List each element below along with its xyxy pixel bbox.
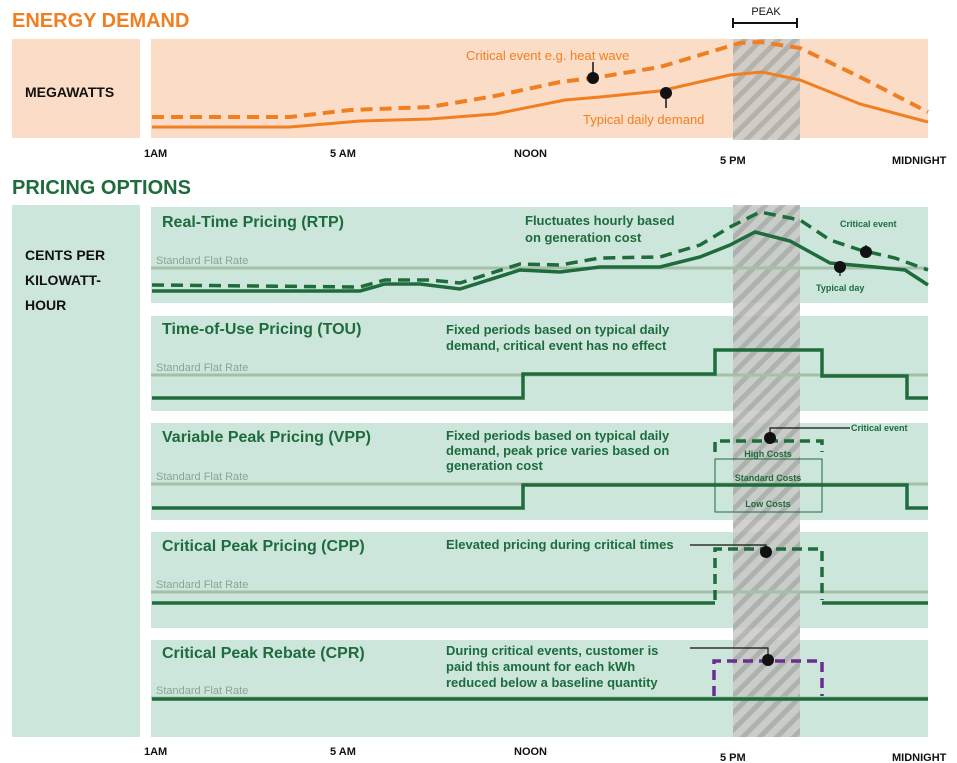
- note: Typical day: [816, 283, 864, 293]
- panel-description: Fixed periods based on typical daily: [446, 428, 670, 443]
- annotation: Critical event e.g. heat wave: [466, 48, 629, 63]
- time-label: NOON: [514, 746, 547, 758]
- panel-description: During critical events, customer is: [446, 643, 658, 658]
- panel-description: reduced below a baseline quantity: [446, 675, 658, 690]
- note: Critical event: [840, 219, 897, 229]
- note: High Costs: [744, 449, 792, 459]
- panel-title: Critical Peak Rebate (CPR): [162, 645, 365, 662]
- critical-curve: [152, 39, 929, 119]
- panel-description: on generation cost: [525, 230, 642, 245]
- flat-rate-label: Standard Flat Rate: [156, 579, 248, 591]
- time-label: 1AM: [144, 746, 167, 758]
- panel-title: Time-of-Use Pricing (TOU): [162, 321, 361, 338]
- time-label: NOON: [514, 148, 547, 160]
- axis-label: HOUR: [25, 297, 66, 313]
- axis-label: CENTS PER: [25, 247, 105, 263]
- note: Low Costs: [745, 499, 791, 509]
- panel-description: Fluctuates hourly based: [525, 213, 675, 228]
- axis-box: [12, 205, 140, 737]
- flat-rate-label: Standard Flat Rate: [156, 685, 248, 697]
- note: Critical event: [851, 423, 908, 433]
- marker: [587, 72, 599, 84]
- time-label: MIDNIGHT: [892, 752, 947, 763]
- panel-description: demand, critical event has no effect: [446, 338, 667, 353]
- note: Standard Costs: [735, 473, 802, 483]
- peak-band: [733, 39, 800, 140]
- time-label: 5 AM: [330, 746, 356, 758]
- panel-title: Real-Time Pricing (RTP): [162, 214, 344, 231]
- time-label: 5 PM: [720, 155, 746, 167]
- time-label: 5 AM: [330, 148, 356, 160]
- time-label: 5 PM: [720, 752, 746, 763]
- marker: [660, 87, 672, 99]
- axis-box: [12, 39, 140, 138]
- annotation: Typical daily demand: [583, 112, 704, 127]
- time-label: MIDNIGHT: [892, 155, 947, 167]
- section-title: ENERGY DEMAND: [12, 10, 189, 32]
- peak-label: PEAK: [751, 6, 781, 18]
- panel-description: generation cost: [446, 458, 543, 473]
- panel-title: Critical Peak Pricing (CPP): [162, 538, 365, 555]
- panel-description: paid this amount for each kWh: [446, 659, 635, 674]
- axis-label: MEGAWATTS: [25, 84, 114, 100]
- time-label: 1AM: [144, 148, 167, 160]
- panel-title: Variable Peak Pricing (VPP): [162, 429, 371, 446]
- peak-bracket: [732, 18, 798, 28]
- panel-description: demand, peak price varies based on: [446, 443, 669, 458]
- flat-rate-label: Standard Flat Rate: [156, 255, 248, 267]
- axis-label: KILOWATT-: [25, 272, 101, 288]
- typical-curve: [152, 70, 929, 129]
- flat-rate-label: Standard Flat Rate: [156, 362, 248, 374]
- flat-rate-label: Standard Flat Rate: [156, 471, 248, 483]
- section-title: PRICING OPTIONS: [12, 177, 191, 199]
- panel-description: Fixed periods based on typical daily: [446, 322, 670, 337]
- panel-description: Elevated pricing during critical times: [446, 537, 674, 552]
